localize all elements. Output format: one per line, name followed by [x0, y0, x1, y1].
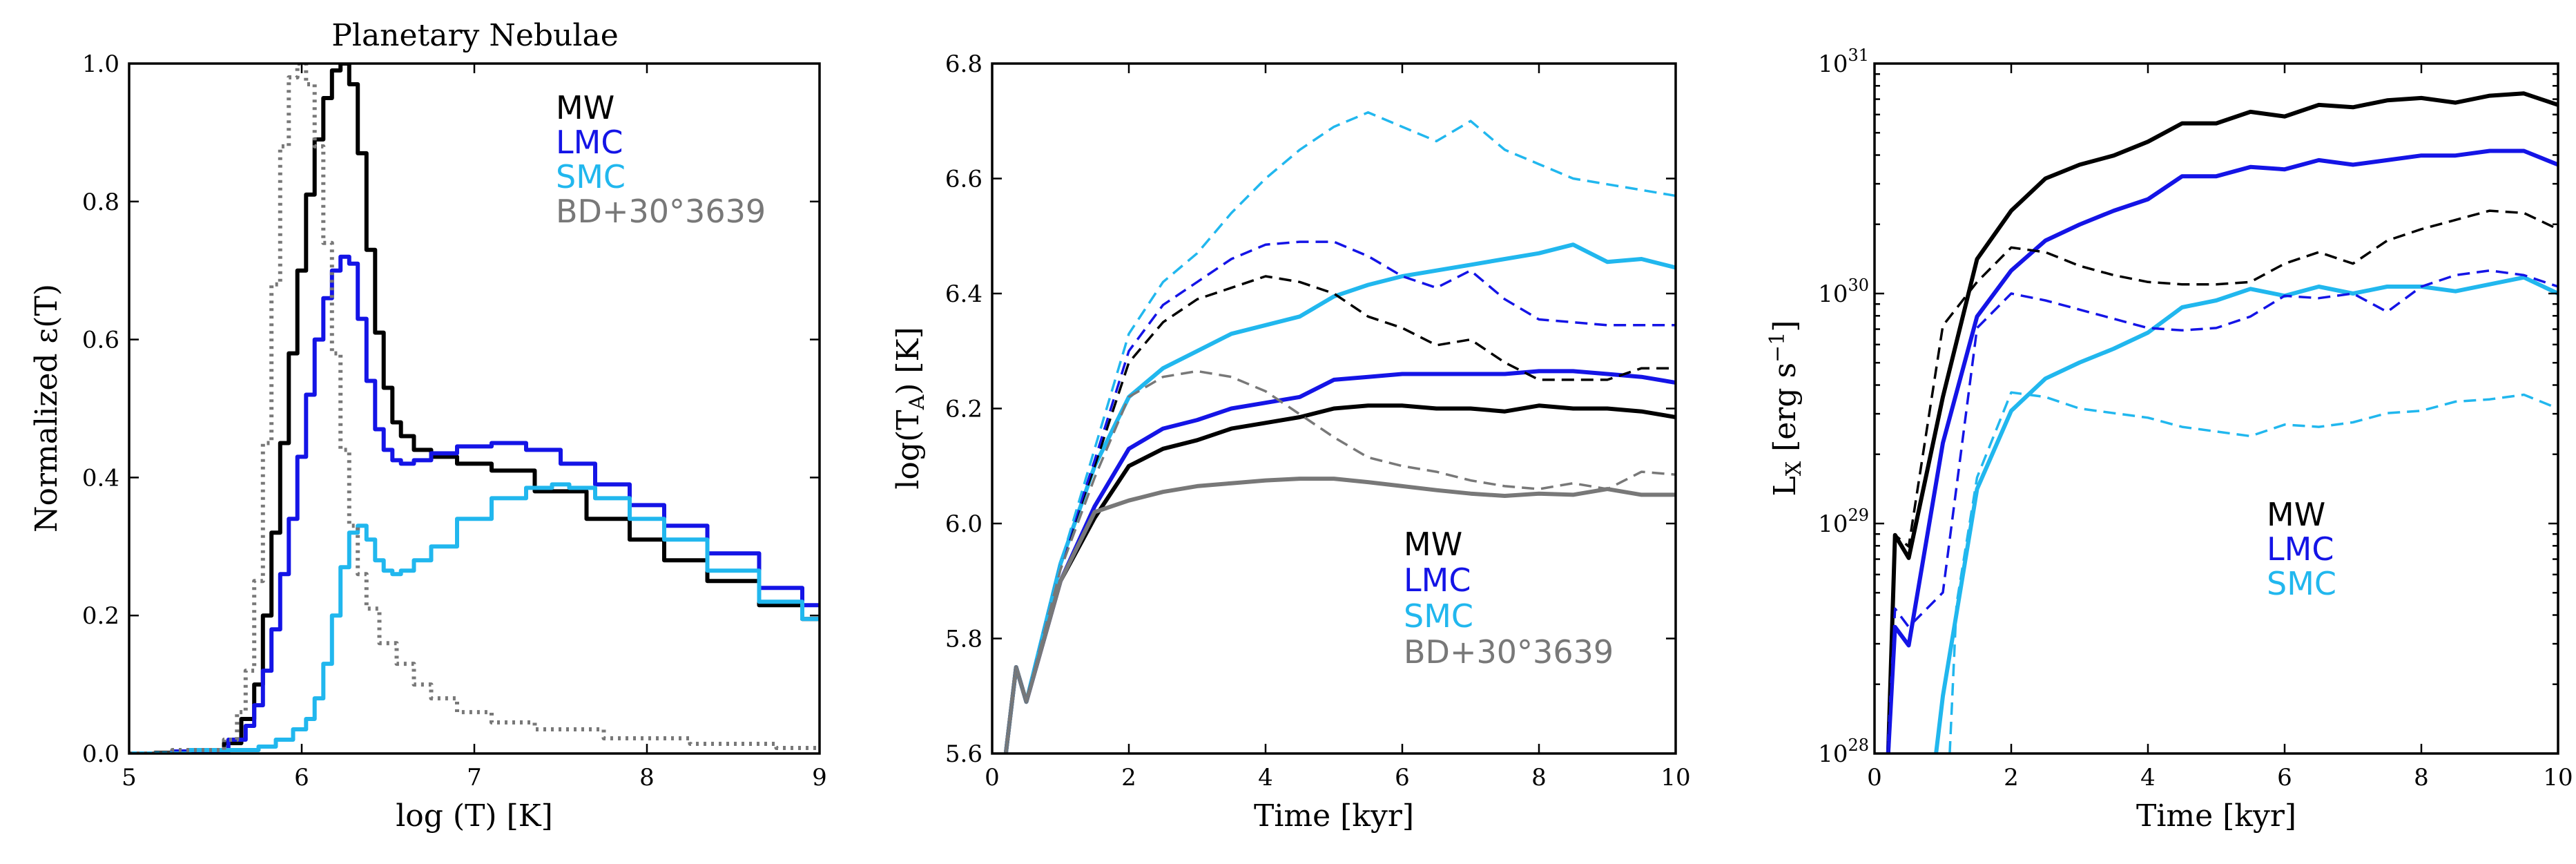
legend-item-mw: MW — [2267, 496, 2325, 533]
legend-item-bd30: BD+30°3639 — [556, 193, 766, 230]
legend-item-lmc: LMC — [556, 124, 623, 161]
y-tick-label: 1031 — [1818, 46, 1869, 78]
x-tick-label: 5 — [122, 764, 137, 791]
series-line-smc — [1934, 275, 2558, 753]
y-tick-label: 5.6 — [945, 740, 982, 768]
legend-item-lmc: LMC — [1404, 561, 1471, 599]
series-line-smc — [129, 482, 820, 753]
y-axis-label: LX [erg s−1] — [1765, 320, 1806, 497]
y-tick-label: 0.6 — [82, 327, 119, 354]
series-line-mw — [1886, 91, 2558, 753]
y-tick-label: 6.0 — [945, 510, 982, 538]
plot-frame — [128, 62, 821, 755]
x-tick-label: 10 — [2543, 764, 2573, 791]
chart-title: Planetary Nebulae — [331, 18, 618, 53]
x-tick-label: 7 — [467, 764, 482, 791]
y-tick-label: 6.2 — [945, 396, 982, 423]
y-tick-label: 6.8 — [945, 50, 982, 78]
y-tick-label: 6.6 — [945, 166, 982, 193]
series-line-mw-dashed — [1005, 275, 1676, 753]
series-line-smc-dashed — [1005, 111, 1676, 753]
y-axis-label: Normalized ε(T) — [29, 284, 64, 532]
x-axis-label: Time [kyr] — [1254, 798, 1414, 834]
y-axis-label: log(TA) [K] — [891, 327, 929, 489]
series-line-mw — [1003, 403, 1676, 753]
legend: MW LMC SMC — [2267, 496, 2336, 602]
y-tick-label: 0.2 — [82, 602, 119, 630]
legend-item-smc: SMC — [1404, 597, 1473, 635]
x-tick-label: 0 — [1867, 764, 1882, 791]
series-line-lmc-dashed — [1005, 240, 1676, 753]
x-tick-label: 9 — [812, 764, 827, 791]
y-tick-label: 0.0 — [82, 740, 119, 768]
tick-group: 0 2 4 6 8 10 5.6 5.8 6.0 6.2 6.4 6.6 6.8 — [945, 50, 1691, 791]
panel-luminosity: 0 2 4 6 8 10 1028 1029 1030 1031 Time [kyr] LX [e… — [1765, 46, 2573, 834]
legend-item-smc: SMC — [556, 158, 626, 195]
series-group — [129, 64, 820, 753]
x-tick-label: 8 — [639, 764, 655, 791]
series-line-mw-dashed — [1887, 209, 2558, 753]
y-tick-label: 1028 — [1818, 736, 1869, 768]
x-tick-label: 6 — [1395, 764, 1410, 791]
x-tick-label: 4 — [1258, 764, 1273, 791]
x-tick-label: 8 — [2414, 764, 2429, 791]
x-tick-label: 8 — [1531, 764, 1547, 791]
y-tick-label: 1029 — [1818, 506, 1869, 538]
series-line-lmc — [129, 254, 820, 753]
x-tick-label: 0 — [985, 764, 1000, 791]
x-tick-label: 10 — [1660, 764, 1690, 791]
x-axis-label: log (T) [K] — [396, 798, 553, 834]
x-tick-label: 6 — [2277, 764, 2292, 791]
legend-item-mw: MW — [1404, 526, 1462, 563]
legend-item-mw: MW — [556, 89, 614, 126]
series-line-bd-30-3639 — [129, 64, 820, 753]
series-line-bd-30-3639 — [1003, 477, 1676, 753]
tick-group: 0 2 4 6 8 10 1028 1029 1030 1031 — [1818, 46, 2573, 791]
panel-temperature: 0 2 4 6 8 105.65.86.06.26.46.66.8 Time [kyr] … — [891, 50, 1691, 834]
y-tick-label: 0.8 — [82, 189, 119, 216]
legend-item-bd30: BD+30°3639 — [1404, 633, 1614, 671]
series-line-lmc-dashed — [1887, 269, 2558, 753]
x-tick-label: 4 — [2140, 764, 2156, 791]
y-tick-label: 5.8 — [945, 626, 982, 653]
y-tick-label: 6.4 — [945, 280, 982, 308]
series-line-smc-dashed — [1948, 391, 2558, 753]
x-axis-label: Time [kyr] — [2136, 798, 2296, 834]
legend-item-lmc: LMC — [2267, 530, 2334, 568]
legend: MW LMC SMC BD+30°3639 — [556, 89, 766, 230]
x-tick-label: 2 — [2004, 764, 2019, 791]
x-tick-label: 6 — [294, 764, 309, 791]
x-tick-label: 2 — [1121, 764, 1136, 791]
series-group — [1886, 91, 2558, 753]
y-tick-label: 0.4 — [82, 464, 119, 492]
y-tick-label: 1.0 — [82, 50, 119, 78]
tick-group: 5 6 7 8 9 0.0 0.2 0.4 0.6 0.8 1.0 — [82, 50, 827, 791]
series-group — [1003, 111, 1676, 753]
panel-emissivity: Planetary Nebulae 5 6 7 8 9 0.0 0.2 0.4 0.6 0.8 1.… — [29, 18, 827, 834]
y-tick-label: 1030 — [1818, 276, 1869, 308]
plot-frame — [1873, 62, 2559, 755]
legend: MW LMC SMC BD+30°3639 — [1404, 526, 1614, 671]
legend-item-smc: SMC — [2267, 565, 2336, 602]
series-line-mw — [129, 64, 820, 753]
series-line-lmc — [1886, 148, 2558, 753]
